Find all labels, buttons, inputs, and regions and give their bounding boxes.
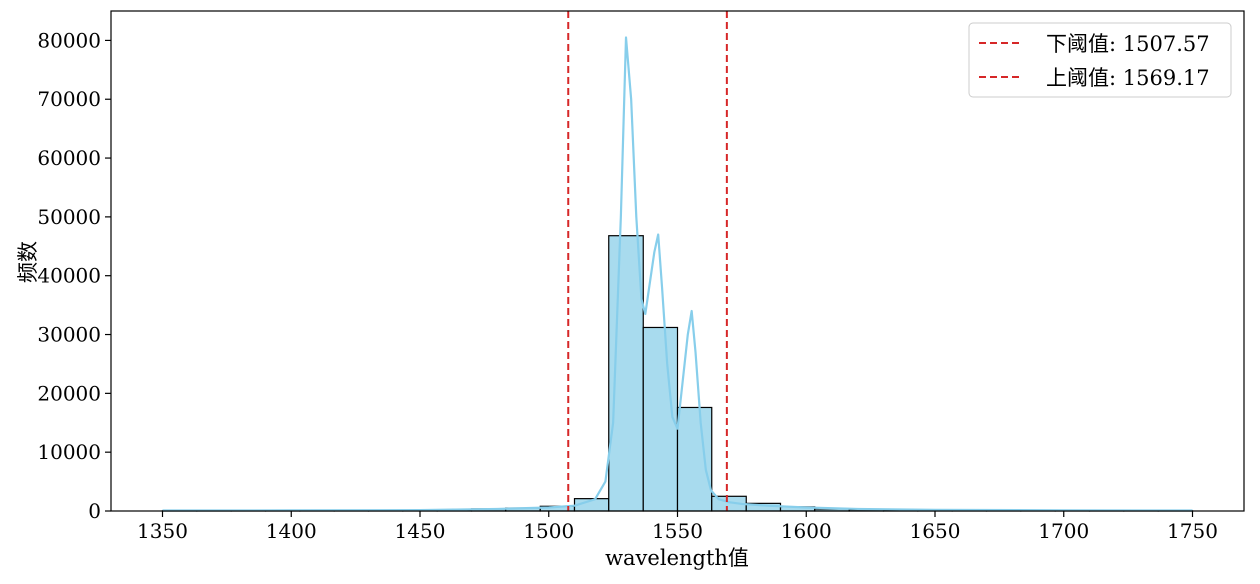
- x-tick-label-7: 1700: [1038, 519, 1089, 543]
- x-tick-label-5: 1600: [781, 519, 832, 543]
- y-tick-label-8: 80000: [37, 28, 101, 52]
- kde-curve-group: [162, 36, 1193, 512]
- x-tick-label-8: 1750: [1167, 519, 1218, 543]
- y-tick-label-0: 0: [88, 499, 101, 523]
- axes: 1350 1400 1450 1500 1550 1600 1650 1700 1750 0 100…: [37, 10, 1245, 543]
- x-axis-label: wavelength值: [605, 546, 749, 570]
- x-tick-label-4: 1550: [652, 519, 703, 543]
- x-tick-label-3: 1500: [523, 519, 574, 543]
- x-tick-label-6: 1650: [910, 519, 961, 543]
- y-tick-label-7: 70000: [37, 87, 101, 111]
- y-tick-label-6: 60000: [37, 146, 101, 170]
- kde-curve: [162, 36, 1193, 512]
- legend-box: [968, 22, 1232, 98]
- histogram-bar-15: [676, 406, 713, 512]
- x-tick-label-2: 1450: [395, 519, 446, 543]
- x-tick-label-1: 1400: [266, 519, 317, 543]
- x-tick-label-0: 1350: [137, 519, 188, 543]
- y-tick-label-2: 20000: [37, 381, 101, 405]
- histogram-bar-14: [642, 326, 679, 512]
- legend: 下阈值: 1507.57 上阈值: 1569.17: [968, 22, 1232, 98]
- y-tick-label-3: 30000: [37, 323, 101, 347]
- legend-label-0: 下阈值: 1507.57: [1046, 32, 1210, 56]
- y-axis-label: 频数: [16, 241, 40, 283]
- y-tick-label-4: 40000: [37, 264, 101, 288]
- y-tick-label-5: 50000: [37, 205, 101, 229]
- legend-label-1: 上阈值: 1569.17: [1046, 66, 1210, 90]
- y-tick-label-1: 10000: [37, 440, 101, 464]
- histogram-bars: [161, 235, 1194, 512]
- threshold-lines: [567, 11, 728, 511]
